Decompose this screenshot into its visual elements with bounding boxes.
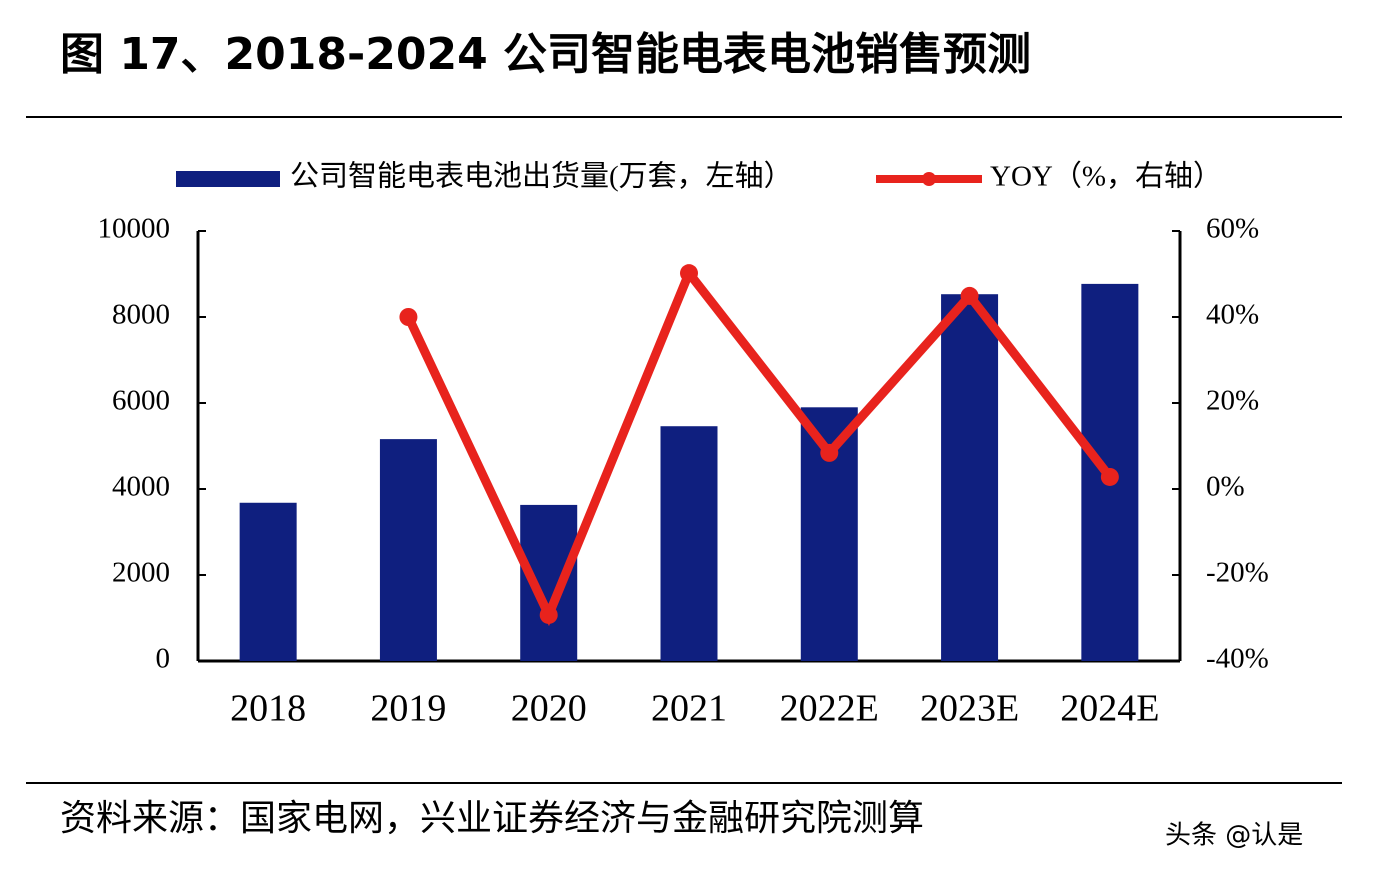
line-point bbox=[399, 308, 418, 326]
legend-label: YOY（%，右轴） bbox=[990, 160, 1222, 193]
y2-tick-label: 40% bbox=[1206, 299, 1259, 331]
y2-tick-label: 60% bbox=[1206, 213, 1259, 245]
y-tick-label: 2000 bbox=[112, 557, 170, 589]
bar bbox=[239, 502, 297, 661]
x-tick-label: 2024E bbox=[1060, 688, 1159, 730]
bar bbox=[660, 426, 718, 661]
y2-tick-label: 0% bbox=[1206, 471, 1245, 503]
y-tick-label: 8000 bbox=[112, 299, 170, 331]
x-tick-label: 2020 bbox=[511, 688, 587, 730]
legend-label: 公司智能电表电池出货量(万套，左轴） bbox=[290, 160, 793, 193]
x-tick-label: 2022E bbox=[780, 688, 879, 730]
line bbox=[404, 264, 1114, 627]
y2-tick-label: -40% bbox=[1206, 643, 1269, 675]
y-tick-label: 0 bbox=[156, 643, 171, 675]
x-tick-label: 2018 bbox=[230, 688, 306, 730]
line-point bbox=[820, 443, 839, 462]
line-point bbox=[1100, 467, 1119, 486]
line-point bbox=[680, 264, 698, 283]
watermark: 头条 @认是 bbox=[1165, 821, 1303, 851]
y-tick-label: 10000 bbox=[98, 213, 171, 245]
y-tick-label: 4000 bbox=[112, 471, 170, 503]
y2-tick-label: 20% bbox=[1206, 385, 1259, 417]
line-point bbox=[960, 286, 979, 305]
source: 资料来源：国家电网，兴业证券经济与金融研究院测算 bbox=[60, 798, 924, 839]
x-tick-label: 2023E bbox=[920, 688, 1019, 730]
x-tick-label: 2021 bbox=[651, 688, 727, 730]
y-tick-label: 6000 bbox=[112, 385, 170, 417]
line-point bbox=[539, 605, 558, 624]
x-tick-label: 2019 bbox=[370, 688, 446, 730]
y2-tick-label: -20% bbox=[1206, 557, 1269, 589]
bar bbox=[941, 294, 999, 661]
legend-swatch bbox=[922, 172, 936, 186]
bar bbox=[379, 439, 437, 661]
chart-title: 图 17、2018-2024 公司智能电表电池销售预测 bbox=[60, 29, 1031, 80]
legend-swatch bbox=[176, 171, 280, 187]
